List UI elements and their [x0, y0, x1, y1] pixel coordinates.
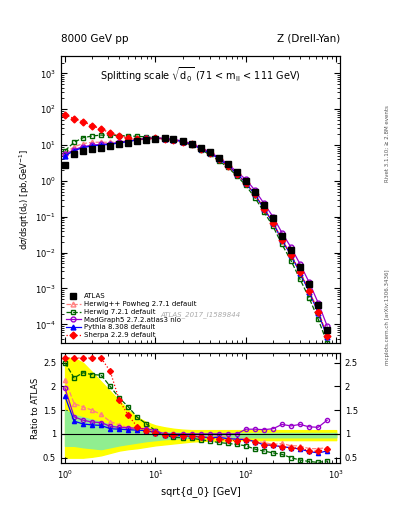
Y-axis label: Ratio to ATLAS: Ratio to ATLAS — [31, 378, 40, 439]
Text: mcplots.cern.ch [arXiv:1306.3436]: mcplots.cern.ch [arXiv:1306.3436] — [385, 270, 389, 365]
Text: 8000 GeV pp: 8000 GeV pp — [61, 33, 129, 44]
Text: Rivet 3.1.10; ≥ 2.8M events: Rivet 3.1.10; ≥ 2.8M events — [385, 105, 389, 182]
Y-axis label: d$\sigma$/dsqrt(d$_0$) [pb,GeV$^{-1}$]: d$\sigma$/dsqrt(d$_0$) [pb,GeV$^{-1}$] — [18, 149, 32, 250]
Text: Splitting scale $\sqrt{\mathdefault{d_0}}$ (71 < m$_{\mathdefault{ll}}$ < 111 Ge: Splitting scale $\sqrt{\mathdefault{d_0}… — [100, 65, 301, 83]
Text: ATLAS_2017_I1589844: ATLAS_2017_I1589844 — [160, 311, 241, 318]
Legend: ATLAS, Herwig++ Powheg 2.7.1 default, Herwig 7.2.1 default, MadGraph5 2.7.2.atla: ATLAS, Herwig++ Powheg 2.7.1 default, He… — [64, 292, 198, 339]
X-axis label: sqrt{d_0} [GeV]: sqrt{d_0} [GeV] — [161, 486, 240, 497]
Text: Z (Drell-Yan): Z (Drell-Yan) — [277, 33, 340, 44]
